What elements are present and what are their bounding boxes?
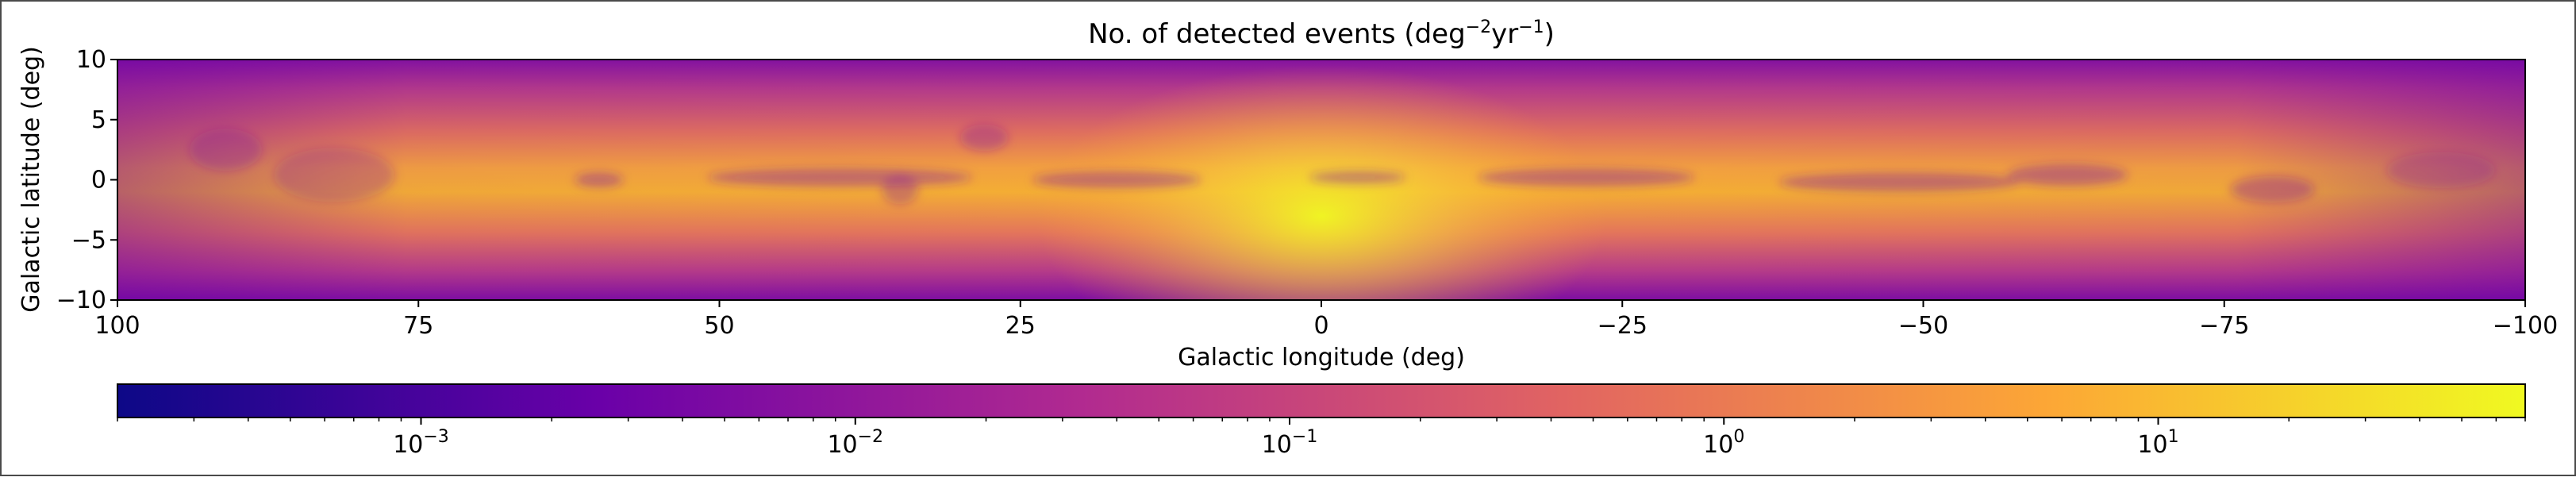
y-tick-label: 5 [91, 106, 106, 134]
x-axis-label: Galactic longitude (deg) [1178, 344, 1465, 371]
x-tick-label: −50 [1898, 312, 1948, 340]
heatmap-image [117, 60, 2525, 300]
colorbar-tick-label: 100 [1703, 427, 1744, 459]
dust-feature-9 [2386, 152, 2496, 189]
x-tick-label: −75 [2199, 312, 2249, 340]
dust-feature-4 [1778, 172, 2020, 192]
y-tick-label: −5 [71, 226, 106, 254]
x-tick-label: 0 [1313, 312, 1328, 340]
dust-feature-7 [274, 148, 394, 202]
colorbar-tick-label: 10−2 [827, 427, 883, 459]
dust-feature-3 [1478, 168, 1695, 187]
x-tick-label: −100 [2493, 312, 2558, 340]
chart-title: No. of detected events (deg−2yr−1) [1088, 17, 1555, 50]
colorbar-tick-label: 10−1 [1262, 427, 1318, 459]
x-tick-label: 100 [94, 312, 140, 340]
dust-feature-6 [2230, 175, 2315, 203]
dust-feature-1 [1032, 171, 1201, 189]
colorbar-tick-label: 101 [2137, 427, 2178, 459]
dust-feature-8 [190, 129, 262, 171]
x-tick-label: 50 [704, 312, 734, 340]
y-tick-label: −10 [56, 287, 106, 314]
x-axis-ticks: 100 75 50 25 0 −25 −50 −75 −100 [94, 300, 2558, 340]
colorbar-tick-label: 10−3 [393, 427, 449, 459]
dust-feature-11 [959, 124, 1009, 152]
x-tick-label: −25 [1598, 312, 1647, 340]
dust-feature-10 [882, 174, 918, 205]
y-axis-label: Galactic latitude (deg) [17, 46, 45, 313]
colorbar [117, 383, 2526, 418]
dust-feature-2 [1309, 171, 1406, 184]
x-tick-label: 75 [403, 312, 433, 340]
galactic-bulge [1036, 65, 1607, 300]
dust-feature-5 [2007, 164, 2128, 186]
y-axis-ticks: 10 5 0 −5 −10 [56, 46, 117, 314]
y-tick-label: 10 [76, 46, 106, 74]
dust-feature-0 [707, 168, 973, 187]
dust-features [190, 124, 2496, 205]
x-tick-label: 25 [1005, 312, 1036, 340]
y-tick-label: 0 [91, 167, 106, 194]
colorbar-ticks: 10−3 10−2 10−1 100 101 [117, 418, 2526, 459]
dust-feature-12 [575, 172, 624, 187]
